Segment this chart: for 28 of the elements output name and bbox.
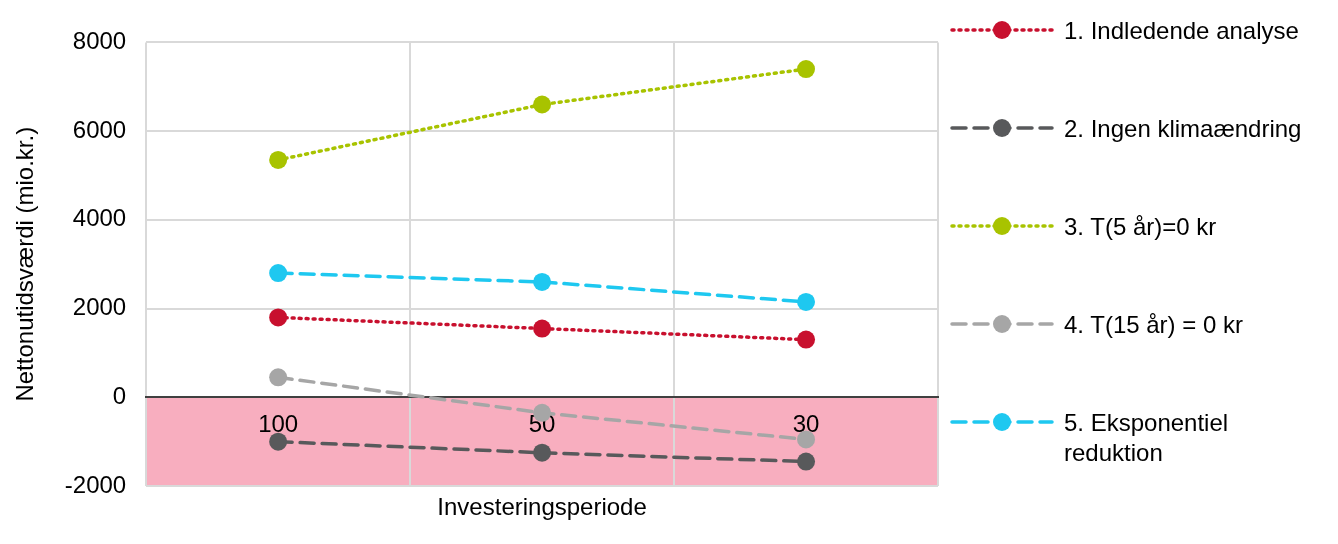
point	[533, 95, 552, 114]
y-tick-label: 8000	[72, 27, 127, 55]
point	[797, 330, 816, 349]
y-tick-label: -2000	[64, 470, 127, 498]
point	[797, 452, 816, 471]
point	[533, 443, 552, 462]
point	[797, 60, 816, 79]
point	[269, 432, 288, 451]
legend-label: 1. Indledende analyse	[1064, 16, 1299, 46]
point	[533, 319, 552, 338]
legend-label: 3. T(5 år)=0 kr	[1064, 212, 1217, 242]
point	[269, 368, 288, 387]
y-tick-label: 2000	[72, 293, 127, 321]
y-tick-label: 6000	[72, 115, 127, 143]
x-tick-label: 100	[258, 410, 299, 438]
y-axis-title: Nettonutidsværdi (mio.kr.)	[11, 126, 39, 402]
point	[269, 150, 288, 169]
legend-label: 2. Ingen klimaændring	[1064, 114, 1302, 144]
x-axis-title: Investeringsperiode	[437, 492, 647, 520]
y-tick-label: 4000	[72, 204, 127, 232]
point	[269, 264, 288, 283]
point	[533, 272, 552, 291]
legend-label: 5. Eksponentiel reduktion	[1064, 408, 1230, 468]
y-tick-label: 0	[112, 381, 127, 409]
point	[269, 308, 288, 327]
x-tick-label: 30	[792, 410, 820, 438]
legend-label: 4. T(15 år) = 0 kr	[1064, 310, 1243, 340]
point	[797, 292, 816, 311]
